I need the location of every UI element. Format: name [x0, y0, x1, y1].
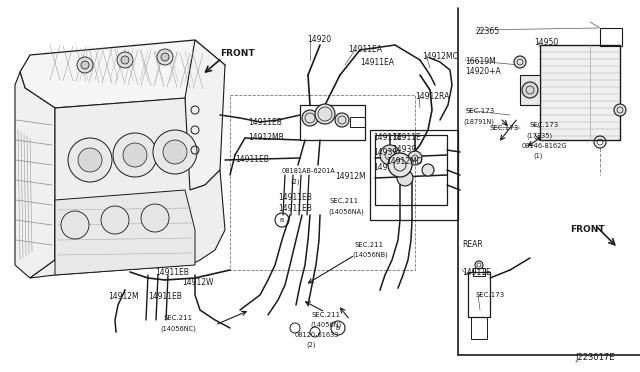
- Text: SEC.211: SEC.211: [330, 198, 359, 204]
- Text: (14056NB): (14056NB): [352, 252, 388, 259]
- Text: 14912MD: 14912MD: [373, 163, 410, 172]
- Text: (14056NA): (14056NA): [328, 208, 364, 215]
- Text: 14912M: 14912M: [335, 172, 365, 181]
- Circle shape: [422, 164, 434, 176]
- Bar: [471, 317, 487, 339]
- Circle shape: [388, 153, 412, 177]
- Text: 14912MC: 14912MC: [422, 52, 458, 61]
- Polygon shape: [185, 40, 225, 190]
- Bar: [350, 117, 365, 127]
- Text: 14912MD: 14912MD: [386, 157, 422, 166]
- Text: FRONT: FRONT: [220, 49, 255, 58]
- Text: 14920: 14920: [307, 35, 331, 44]
- Text: 14912M: 14912M: [108, 292, 139, 301]
- Text: SEC.173: SEC.173: [466, 108, 495, 114]
- Text: 14912W: 14912W: [182, 278, 214, 287]
- Circle shape: [408, 151, 422, 165]
- Text: J223017E: J223017E: [575, 353, 614, 362]
- Text: (2): (2): [290, 178, 300, 185]
- Text: 08120-61633: 08120-61633: [295, 332, 339, 338]
- Circle shape: [153, 130, 197, 174]
- Text: 14912MB: 14912MB: [248, 133, 284, 142]
- Bar: [468, 272, 490, 317]
- Bar: [230, 95, 415, 270]
- Bar: [600, 28, 622, 46]
- Text: 14911EB: 14911EB: [278, 204, 312, 213]
- Text: SEC.173: SEC.173: [476, 292, 505, 298]
- Text: 14911EB: 14911EB: [278, 193, 312, 202]
- Circle shape: [101, 206, 129, 234]
- Circle shape: [61, 211, 89, 239]
- Text: 14911EB: 14911EB: [148, 292, 182, 301]
- Text: 22365: 22365: [476, 27, 500, 36]
- Polygon shape: [20, 40, 225, 108]
- Text: 14912RA: 14912RA: [415, 92, 449, 101]
- Circle shape: [335, 113, 349, 127]
- Bar: [520, 75, 540, 105]
- Bar: [375, 135, 447, 205]
- Text: 14911E: 14911E: [392, 133, 420, 142]
- Text: SEC.211: SEC.211: [163, 315, 192, 321]
- Polygon shape: [30, 98, 225, 278]
- Bar: [370, 130, 458, 220]
- Circle shape: [157, 49, 173, 65]
- Circle shape: [123, 143, 147, 167]
- Text: 14911EA: 14911EA: [348, 45, 382, 54]
- Text: (14056N): (14056N): [310, 322, 341, 328]
- Circle shape: [315, 104, 335, 124]
- Text: 14911E: 14911E: [462, 268, 491, 277]
- Circle shape: [117, 52, 133, 68]
- Text: (2): (2): [306, 342, 316, 349]
- Text: 14911EA: 14911EA: [360, 58, 394, 67]
- Circle shape: [614, 104, 626, 116]
- Circle shape: [78, 148, 102, 172]
- Text: 14950: 14950: [534, 38, 558, 47]
- Text: 14939: 14939: [392, 145, 416, 154]
- Bar: [473, 268, 485, 276]
- Circle shape: [522, 82, 538, 98]
- Circle shape: [163, 140, 187, 164]
- Circle shape: [161, 53, 169, 61]
- Bar: [540, 45, 620, 140]
- Text: 16619M: 16619M: [465, 57, 496, 66]
- Circle shape: [397, 170, 413, 186]
- Text: (17335): (17335): [526, 132, 552, 138]
- Text: 08146-8162G: 08146-8162G: [522, 143, 568, 149]
- Text: B: B: [336, 326, 340, 330]
- Text: (1): (1): [533, 152, 542, 158]
- Text: 14911EB: 14911EB: [235, 155, 269, 164]
- Circle shape: [113, 133, 157, 177]
- Circle shape: [302, 110, 318, 126]
- Text: FRONT: FRONT: [570, 225, 605, 234]
- Circle shape: [68, 138, 112, 182]
- Circle shape: [77, 57, 93, 73]
- Text: 14911EB: 14911EB: [155, 268, 189, 277]
- Text: 14939: 14939: [373, 148, 397, 157]
- Text: SEC.173: SEC.173: [490, 125, 519, 131]
- Text: (18791N): (18791N): [463, 118, 494, 125]
- Text: 14920+A: 14920+A: [465, 67, 500, 76]
- Bar: [300, 105, 365, 140]
- Text: REAR: REAR: [462, 240, 483, 249]
- Text: SEC.211: SEC.211: [355, 242, 384, 248]
- Text: SEC.211: SEC.211: [312, 312, 341, 318]
- Circle shape: [380, 145, 400, 165]
- Circle shape: [514, 56, 526, 68]
- Text: B: B: [280, 218, 284, 222]
- Text: 08181AB-6201A: 08181AB-6201A: [282, 168, 336, 174]
- Circle shape: [81, 61, 89, 69]
- Circle shape: [121, 56, 129, 64]
- Text: (14056NC): (14056NC): [160, 325, 196, 331]
- Text: SEC.173: SEC.173: [530, 122, 559, 128]
- Circle shape: [141, 204, 169, 232]
- Polygon shape: [55, 190, 195, 275]
- Text: 14911EB: 14911EB: [248, 118, 282, 127]
- Text: 14911E: 14911E: [373, 133, 402, 142]
- Polygon shape: [15, 72, 55, 278]
